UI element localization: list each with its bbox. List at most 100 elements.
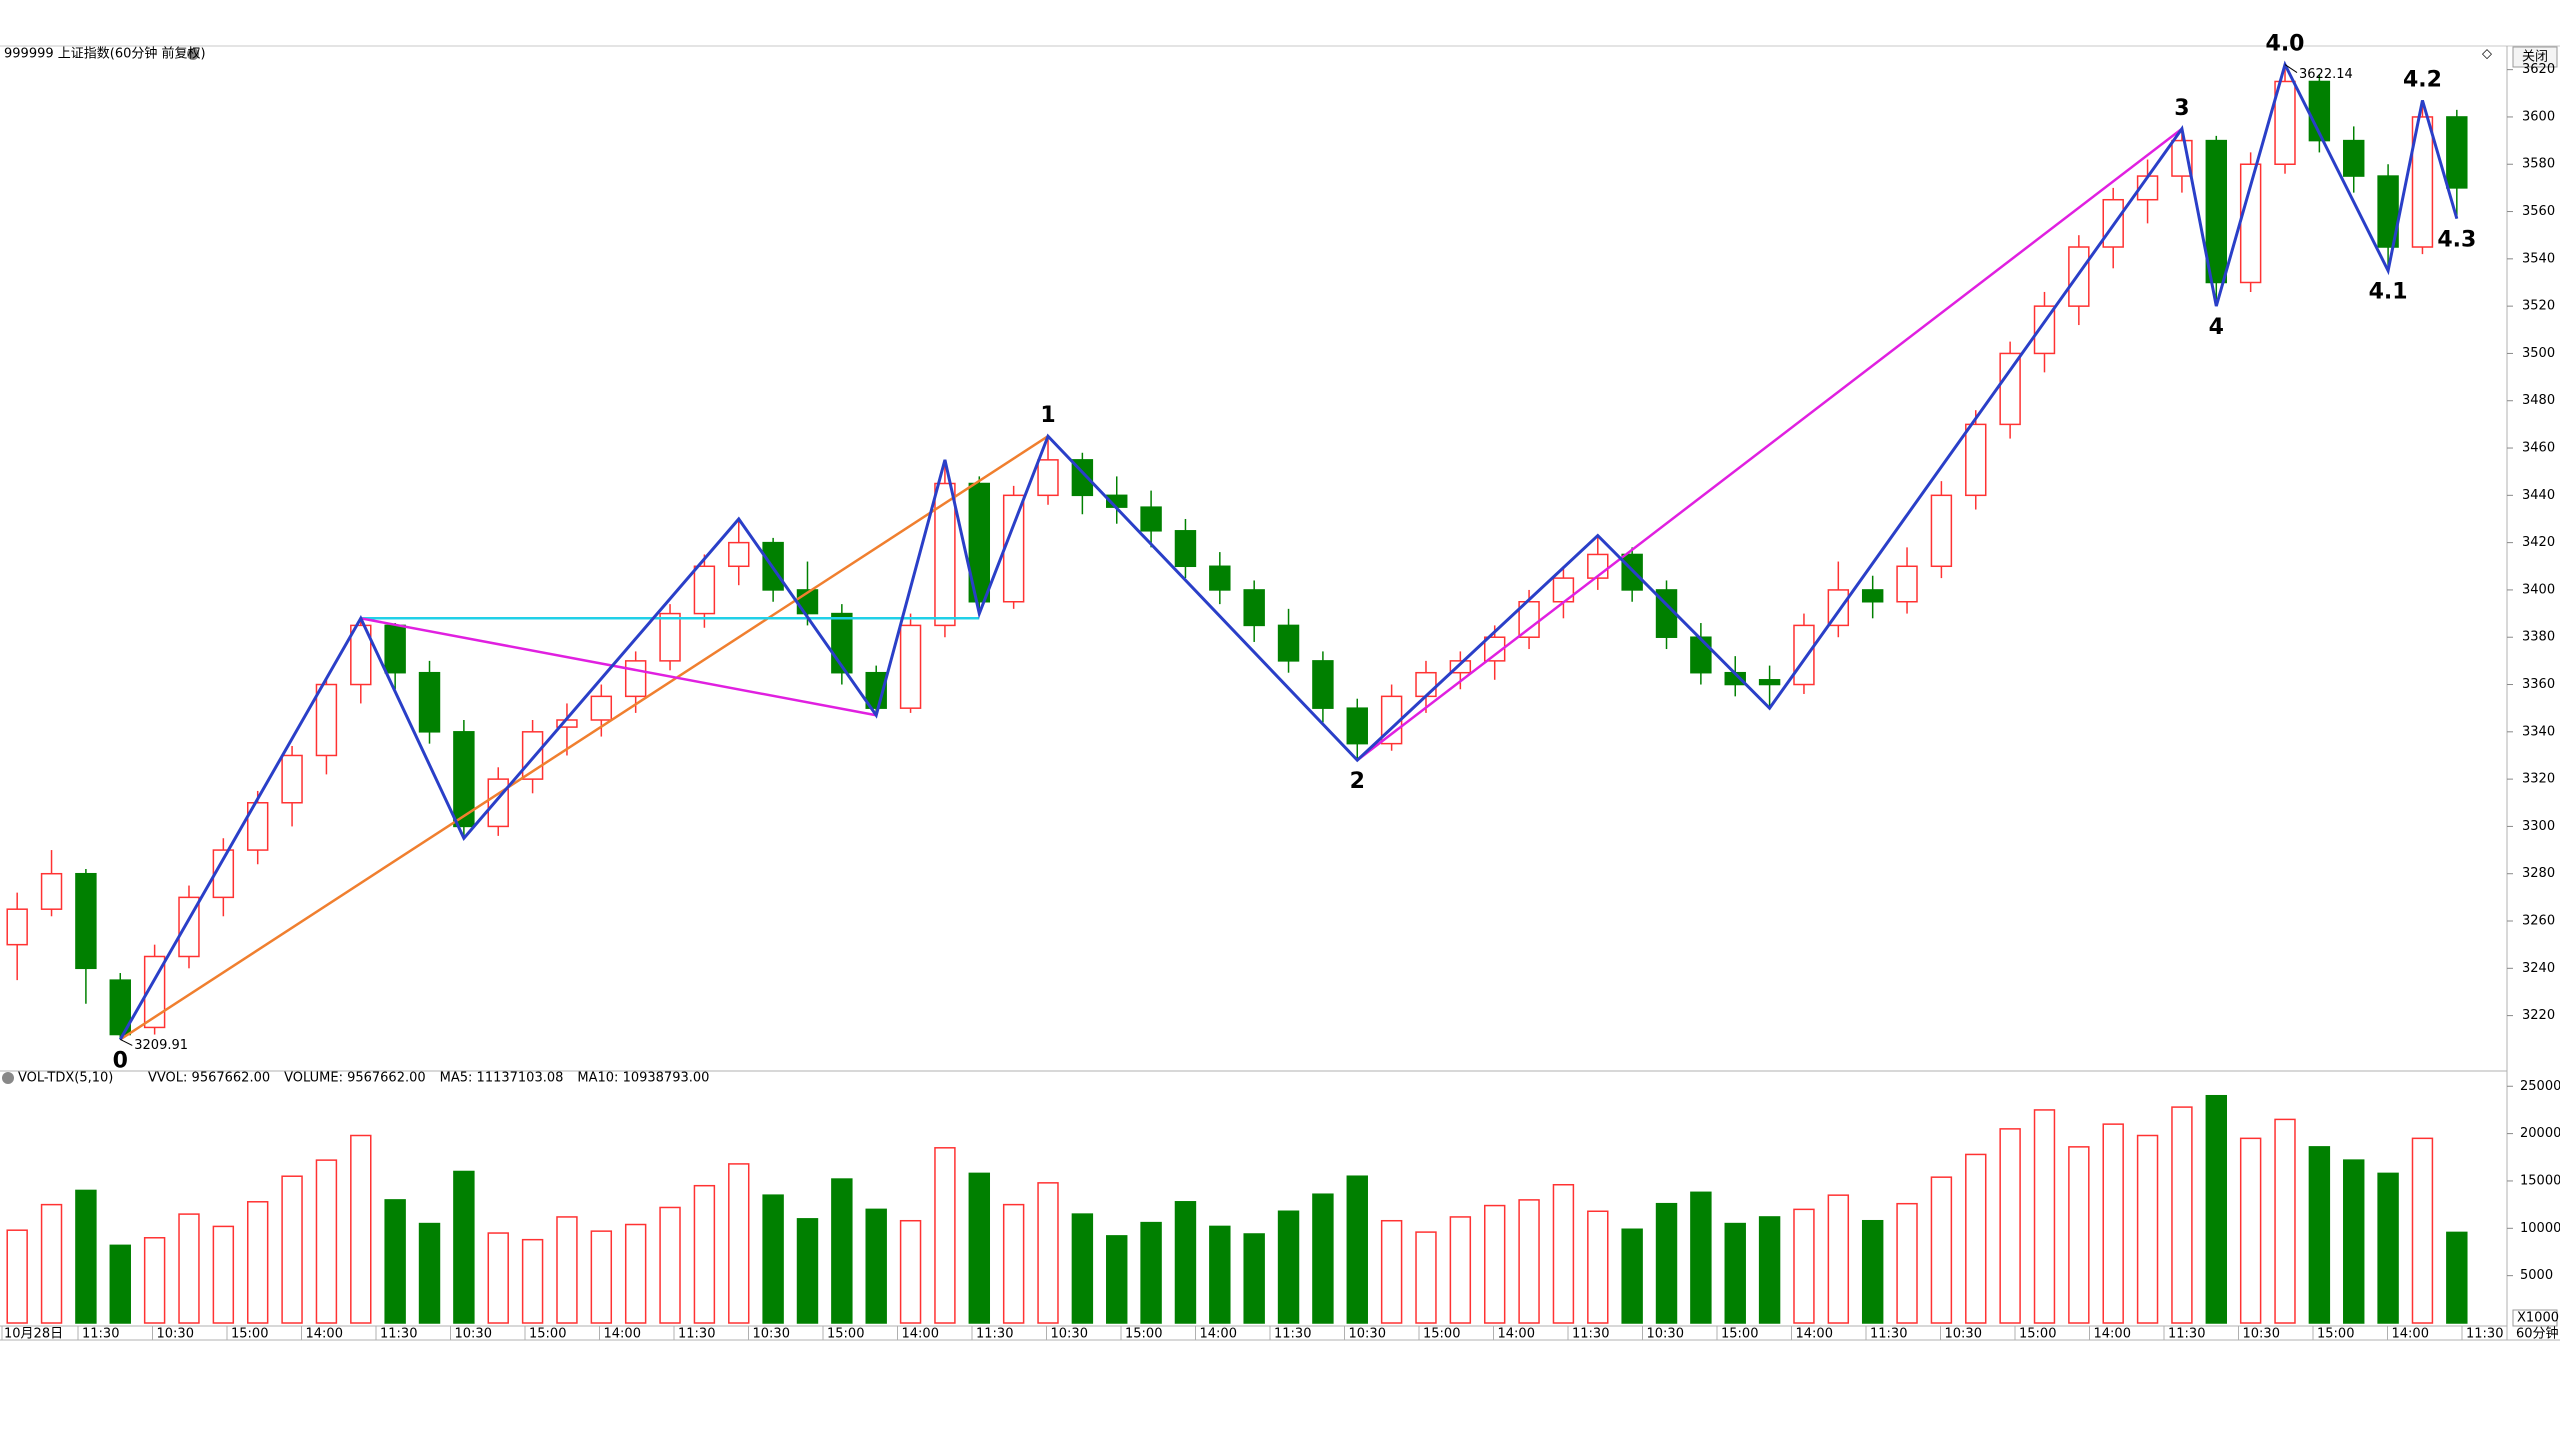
candle-body <box>659 612 681 662</box>
candle-body <box>2068 246 2090 307</box>
close-button-label[interactable]: 关闭 <box>2522 50 2548 65</box>
volume-bar <box>2102 1123 2124 1324</box>
volume-bar <box>315 1159 338 1324</box>
indicator-label: MA5: 11137103.08 <box>440 1071 564 1086</box>
candle-body <box>418 671 441 733</box>
volume-bar <box>1140 1221 1162 1324</box>
volume-bar <box>1827 1194 1850 1324</box>
volume-bar <box>1002 1203 1025 1324</box>
volume-bar <box>1449 1216 1472 1324</box>
wave-label: 0 <box>113 1048 128 1073</box>
candle-body <box>487 778 509 828</box>
y-tick-label: 3600 <box>2522 109 2555 124</box>
volume-bar <box>762 1194 784 1324</box>
candle-body <box>1277 624 1300 662</box>
volume-bar <box>1415 1231 1437 1324</box>
volume-bar <box>1518 1199 1540 1324</box>
candle-body <box>2411 116 2434 248</box>
y-tick-label: 3240 <box>2522 961 2555 976</box>
volume-bar <box>831 1178 853 1324</box>
volume-bar <box>590 1230 613 1324</box>
x-tick-label: 10月28日 <box>4 1327 63 1342</box>
x-tick-label: 10:30 <box>2243 1327 2280 1342</box>
volume-bar <box>1965 1153 1987 1324</box>
y-tick-label: 3540 <box>2522 251 2555 266</box>
volume-bar <box>2308 1146 2331 1324</box>
close-button[interactable] <box>2512 46 2558 68</box>
volume-bar <box>2068 1146 2090 1324</box>
period-label: 60分钟 <box>2516 1326 2559 1342</box>
volume-bar <box>1758 1216 1781 1324</box>
y-tick-label: 3260 <box>2522 914 2555 929</box>
volume-bar <box>1655 1202 1678 1324</box>
high-price-label: 3622.14 <box>2299 67 2353 82</box>
volume-bar <box>418 1222 441 1324</box>
x-tick-label: 10:30 <box>455 1327 492 1342</box>
candle-body <box>1793 624 1815 686</box>
volume-bar <box>1071 1213 1094 1324</box>
candle-body <box>1037 459 1059 497</box>
candle-body <box>281 754 303 804</box>
x-tick-label: 14:00 <box>2392 1327 2429 1342</box>
trend-line <box>360 617 877 717</box>
indicator-label: MA10: 10938793.00 <box>577 1071 709 1086</box>
y-tick-label: 10000 <box>2520 1221 2560 1236</box>
wave-label: 3 <box>2174 96 2189 121</box>
candle-body <box>75 872 97 970</box>
wave-line <box>118 60 2459 1041</box>
low-price-label: 3209.91 <box>134 1038 188 1053</box>
candle-body <box>384 624 406 674</box>
settings-icon[interactable]: ◇ <box>2482 47 2492 62</box>
y-tick-label: 3520 <box>2522 299 2555 314</box>
x-tick-label: 15:00 <box>1423 1327 1460 1342</box>
trend-line <box>1356 127 2183 762</box>
candle-body <box>1209 565 1231 591</box>
y-tick-label: 3360 <box>2522 677 2555 692</box>
x-tick-label: 11:30 <box>2168 1327 2205 1342</box>
volume-bar <box>2446 1231 2468 1324</box>
x-tick-label: 10:30 <box>1349 1327 1386 1342</box>
y-tick-label: 3320 <box>2522 772 2555 787</box>
wave-label: 4.1 <box>2369 280 2408 305</box>
candle-body <box>6 908 28 946</box>
volume-bar <box>1690 1191 1712 1324</box>
candle-body <box>1346 707 1368 745</box>
x-tick-label: 15:00 <box>231 1327 268 1342</box>
x-tick-label: 15:00 <box>827 1327 864 1342</box>
x-tick-label: 10:30 <box>157 1327 194 1342</box>
volume-bar <box>521 1238 544 1324</box>
x-tick-label: 14:00 <box>1498 1327 1535 1342</box>
x-tick-label: 11:30 <box>2466 1327 2503 1342</box>
volume-bar <box>75 1189 97 1324</box>
trend-line <box>119 435 1049 1041</box>
candle-body <box>1861 589 1884 603</box>
title-icon[interactable] <box>187 48 199 60</box>
volume-bar <box>2205 1094 2228 1324</box>
volume-bar <box>2171 1106 2193 1324</box>
candle-body <box>1243 589 1265 627</box>
volume-bar <box>281 1175 303 1324</box>
candle-body <box>968 482 991 603</box>
volume-bar <box>1483 1204 1506 1324</box>
volume-bar <box>968 1172 991 1324</box>
volume-bar <box>693 1184 716 1324</box>
wave-label: 1 <box>1040 403 1055 428</box>
volume-icon[interactable] <box>2 1072 14 1084</box>
wave-label: 4.0 <box>2266 32 2305 57</box>
y-tick-label: 3340 <box>2522 724 2555 739</box>
candle-body <box>1140 506 1162 532</box>
volume-bar <box>1312 1193 1334 1324</box>
candle-body <box>728 541 750 568</box>
candle-body <box>2033 305 2056 355</box>
wave-label: 4 <box>2209 315 2224 340</box>
candle-body <box>624 660 647 698</box>
volume-bar <box>899 1219 922 1324</box>
y-tick-label: 3560 <box>2522 204 2555 219</box>
candle-body <box>1999 352 2021 426</box>
candle-body <box>143 955 166 1029</box>
candle-body <box>1621 553 1643 591</box>
volume-bar <box>6 1229 28 1324</box>
y-tick-label: 3580 <box>2522 157 2555 172</box>
